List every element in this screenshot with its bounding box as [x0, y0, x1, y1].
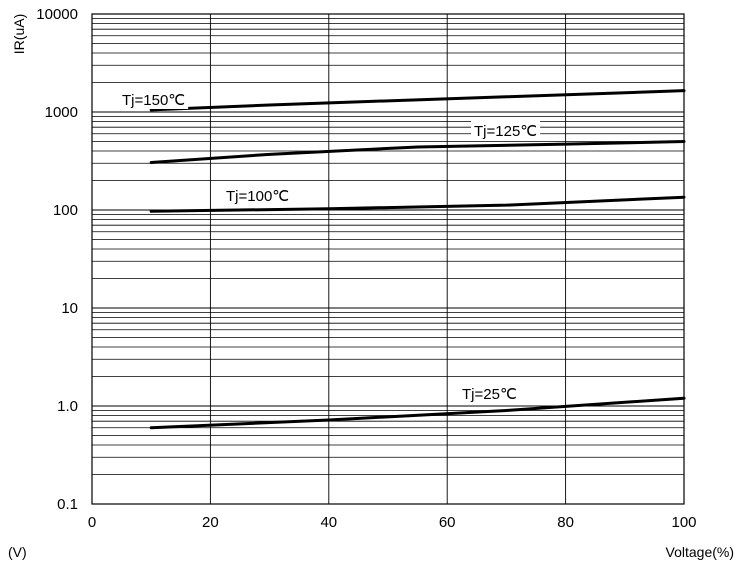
- x-tick-label: 100: [671, 514, 696, 531]
- x-tick-label: 20: [202, 514, 219, 531]
- grid: [91, 14, 685, 505]
- series-lines: [149, 89, 686, 430]
- series-label: Tj=100℃: [226, 188, 289, 205]
- y-tick-label: 10: [61, 300, 78, 317]
- y-tick-label: 1000: [45, 104, 78, 121]
- y-tick-label: 1.0: [57, 398, 78, 415]
- x-tick-label: 40: [320, 514, 337, 531]
- x-tick-labels: 0 20 40 60 80 100: [88, 514, 697, 531]
- series-labels: Tj=150℃ Tj=125℃ Tj=100℃ Tj=25℃: [119, 90, 541, 403]
- series-line: [149, 140, 686, 165]
- x-axis-title: Voltage(%): [666, 544, 734, 560]
- series-label-background: [459, 384, 520, 403]
- x-tick-label: 60: [439, 514, 456, 531]
- series-label: Tj=25℃: [462, 386, 517, 403]
- series-line: [149, 396, 686, 430]
- y-tick-label: 10000: [36, 6, 78, 23]
- series-label: Tj=150℃: [122, 92, 185, 109]
- series-label-background: [223, 186, 293, 205]
- x-tick-label: 0: [88, 514, 96, 531]
- series-label: Tj=125℃: [474, 123, 537, 140]
- y-tick-label: 100: [53, 202, 78, 219]
- x-tick-label: 80: [557, 514, 574, 531]
- unit-label: (V): [8, 544, 27, 560]
- y-tick-label: 0.1: [57, 496, 78, 513]
- series-label-background: [471, 121, 541, 140]
- plot-frame: [91, 13, 685, 505]
- y-axis-title: IR(uA): [11, 14, 27, 54]
- series-line: [149, 89, 686, 112]
- series-label-background: [119, 90, 189, 109]
- series-line: [149, 195, 686, 213]
- y-tick-labels: 0.1 1.0 10 100 1000 10000: [36, 6, 78, 513]
